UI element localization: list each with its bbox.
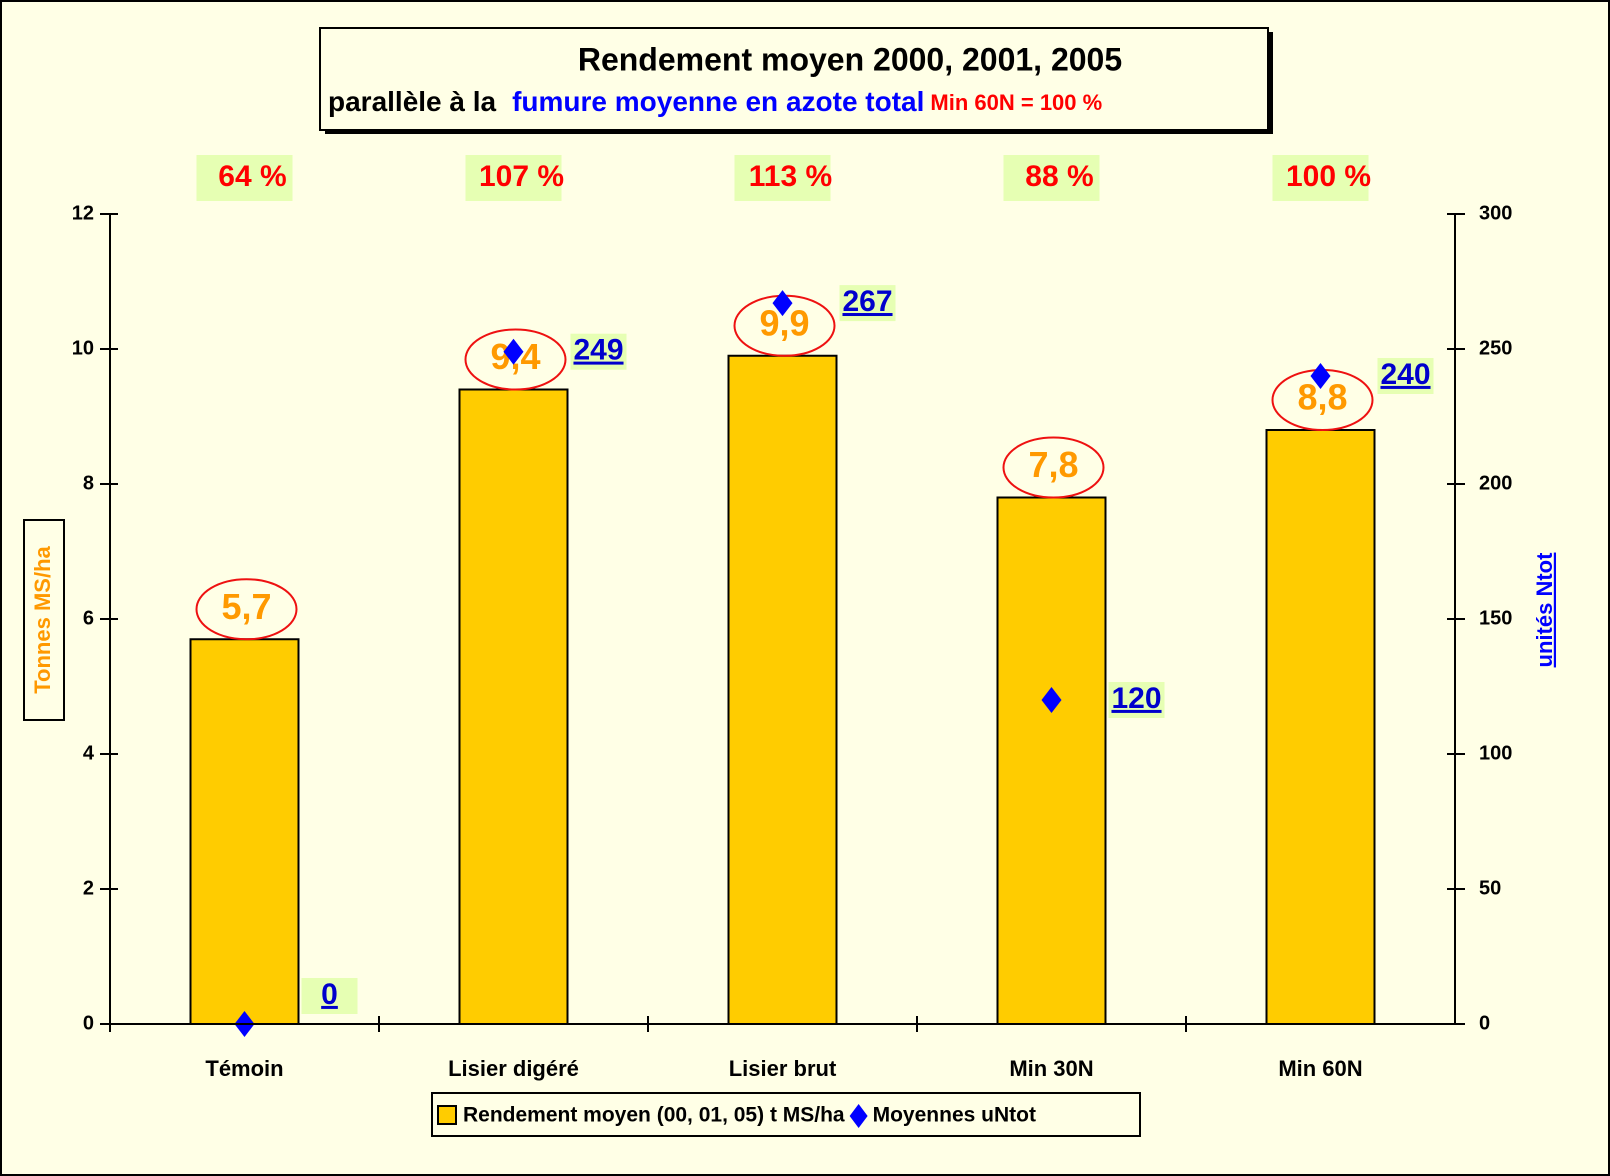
label-circle <box>1002 436 1105 499</box>
y2-tick-label: 200 <box>1479 472 1512 494</box>
diamond <box>503 338 524 365</box>
y-tick-label: 0 <box>83 1012 94 1034</box>
y2-tick-label: 150 <box>1479 607 1512 629</box>
percent-label: 113 % <box>749 160 832 193</box>
y-tick-label: 12 <box>72 202 94 224</box>
y2-tick-label: 0 <box>1479 1012 1490 1034</box>
subtitle-part: fumure moyenne en azote total <box>512 86 924 117</box>
legend-swatch <box>437 1105 457 1125</box>
percent-label: 107 % <box>479 160 564 193</box>
y-label-box <box>23 519 65 721</box>
title-box <box>319 27 1269 131</box>
percent-bg <box>1003 155 1100 201</box>
subtitle-part: parallèle à la <box>328 86 497 117</box>
diamond-label-bg <box>1108 682 1165 718</box>
legend-label: Rendement moyen (00, 01, 05) t MS/ha <box>463 1104 845 1127</box>
y-tick-label: 4 <box>83 742 95 764</box>
y-tick-label: 6 <box>83 607 94 629</box>
percent-bg <box>196 155 293 201</box>
bar <box>458 388 569 1025</box>
y-tick-label: 8 <box>83 472 94 494</box>
y2-tick-label: 300 <box>1479 202 1512 224</box>
bar-value-label: 5,7 <box>221 586 271 627</box>
y2-tick-label: 250 <box>1479 337 1512 359</box>
x-tick-label: Min 60N <box>1278 1056 1362 1081</box>
bar <box>1265 429 1376 1025</box>
y2-axis-label: unités Ntot <box>1532 552 1557 668</box>
diamond-label-bg <box>1377 358 1434 394</box>
diamond-value-label: 267 <box>842 285 892 318</box>
x-tick-label: Lisier digéré <box>448 1056 579 1081</box>
diamond <box>772 290 793 317</box>
diamond-label-bg <box>570 333 627 370</box>
percent-bg <box>734 155 831 201</box>
subtitle-part: Min 60N = 100 % <box>930 90 1102 115</box>
diamond-value-label: 249 <box>573 334 623 367</box>
percent-label: 100 % <box>1286 160 1371 193</box>
legend-diamond <box>849 1104 868 1128</box>
bar <box>189 638 300 1025</box>
bar-value-label: 7,8 <box>1028 444 1078 485</box>
diamond <box>1041 687 1062 713</box>
percent-bg <box>1272 155 1369 201</box>
legend-label: Moyennes uNtot <box>873 1104 1036 1127</box>
diamond-value-label: 240 <box>1380 358 1430 391</box>
x-tick-label: Lisier brut <box>729 1056 837 1081</box>
bar <box>996 496 1107 1025</box>
legend-box <box>431 1092 1141 1137</box>
chart-subtitle: parallèle à la fumure moyenne en azote to… <box>328 86 1102 117</box>
x-tick-label: Min 30N <box>1009 1056 1093 1081</box>
percent-label: 88 % <box>1025 160 1093 193</box>
diamond-label-bg <box>839 285 896 322</box>
y-tick-label: 2 <box>83 877 94 899</box>
diamond <box>1310 363 1331 389</box>
bar <box>727 354 838 1025</box>
x-tick-label: Témoin <box>205 1056 283 1081</box>
y-tick-label: 10 <box>72 337 94 359</box>
chart-title: Rendement moyen 2000, 2001, 2005 <box>578 41 1122 77</box>
diamond-label-bg <box>301 978 358 1014</box>
y2-tick-label: 100 <box>1479 742 1512 764</box>
label-circle <box>464 328 567 391</box>
y2-tick-label: 50 <box>1479 877 1501 899</box>
y-axis-label: Tonnes MS/ha <box>30 545 55 693</box>
percent-label: 64 % <box>218 160 286 193</box>
diamond-value-label: 0 <box>321 978 338 1011</box>
diamond-value-label: 120 <box>1111 682 1161 715</box>
percent-bg <box>465 155 562 201</box>
label-circle <box>195 578 298 641</box>
